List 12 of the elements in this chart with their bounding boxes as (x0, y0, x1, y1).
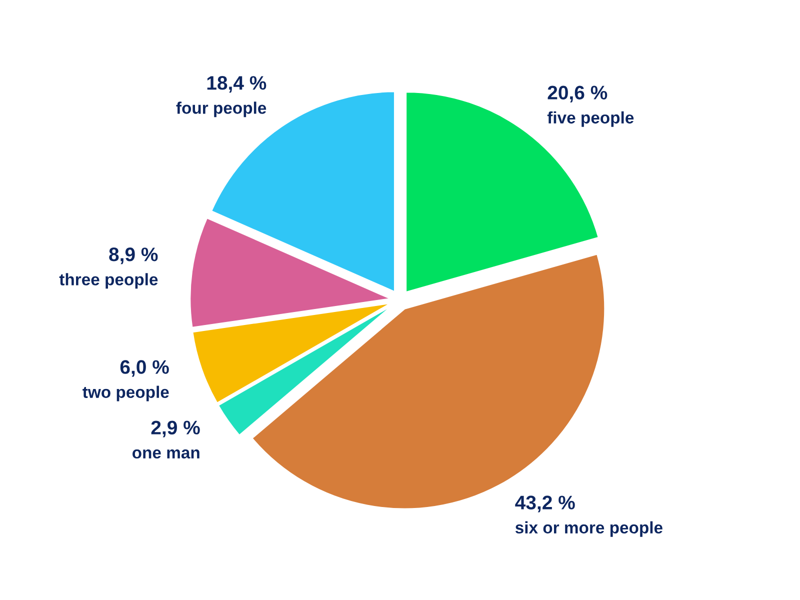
data-label: 18,4 % (207, 76, 266, 93)
slice-label: two people (82, 386, 169, 402)
slice-label: six or more people (515, 521, 662, 537)
data-label: 20,6 % (548, 86, 608, 102)
data-label: 8,9 % (109, 248, 158, 264)
slice-label: three people (59, 273, 158, 289)
slice-label: four people (176, 102, 266, 118)
slice-label: five people (547, 111, 634, 127)
slice-label: one man (132, 449, 200, 459)
data-label: 2,9 % (151, 420, 200, 438)
data-label: 6,0 % (120, 360, 169, 377)
data-label: 43,2 % (515, 496, 575, 512)
